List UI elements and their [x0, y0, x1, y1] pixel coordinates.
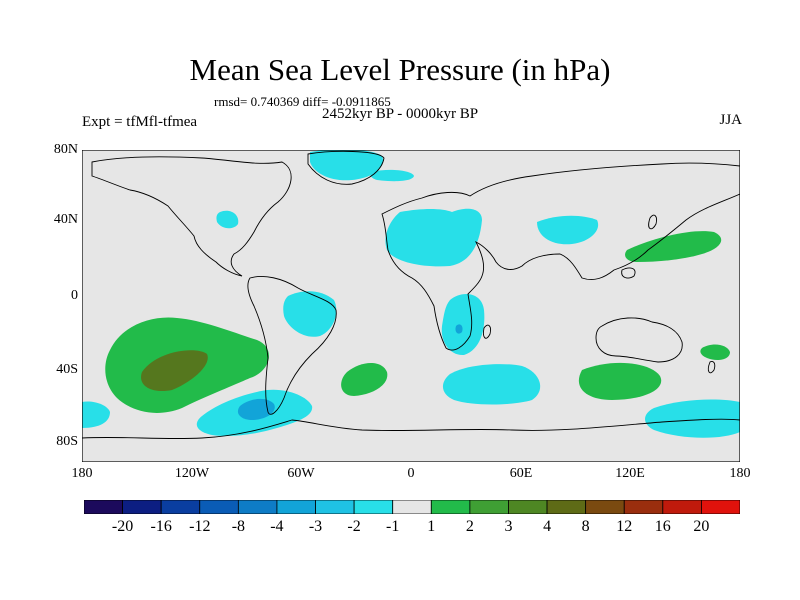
strong-negative-cores — [237, 324, 463, 420]
colorbar-box — [315, 500, 355, 514]
coastlines — [82, 150, 740, 440]
lat-label-80n: 80N — [53, 142, 78, 157]
negative-anomaly-regions — [82, 150, 740, 438]
colorbar-box — [122, 500, 162, 514]
colorbar-label: 8 — [581, 518, 590, 535]
colorbar-box — [623, 500, 664, 514]
experiment-label: Expt = tfMfl-tfmea — [82, 114, 198, 130]
colorbar — [84, 500, 740, 514]
lat-label-80s: 80S — [56, 434, 78, 449]
lat-label-40s: 40S — [56, 362, 78, 377]
colorbar-box — [199, 500, 239, 514]
colorbar-box — [276, 500, 316, 514]
colorbar-box — [469, 500, 509, 514]
map-background — [82, 150, 740, 462]
lat-label-40n: 40N — [53, 212, 78, 227]
colorbar-label: -20 — [111, 518, 134, 535]
colorbar-label: 16 — [654, 518, 671, 535]
colorbar-label: 1 — [427, 518, 436, 535]
colorbar-box — [662, 500, 702, 514]
lon-label-180w: 180 — [71, 466, 93, 481]
colorbar-label: 12 — [616, 518, 633, 535]
lon-label-60w: 60W — [287, 466, 315, 481]
lon-label-60e: 60E — [509, 466, 533, 481]
colorbar-box — [237, 500, 278, 514]
colorbar-box — [160, 500, 201, 514]
colorbar-label: 4 — [543, 518, 552, 535]
colorbar-box — [84, 500, 123, 514]
map-panel — [82, 150, 740, 462]
season-label: JJA — [719, 112, 742, 128]
colorbar-label: 3 — [504, 518, 513, 535]
colorbar-label: -8 — [231, 518, 246, 535]
colorbar-box — [392, 500, 432, 514]
colorbar-box — [546, 500, 587, 514]
colorbar-label: -3 — [308, 518, 323, 535]
colorbar-label: -2 — [347, 518, 361, 535]
colorbar-label: -12 — [189, 518, 211, 535]
colorbar-label: 20 — [693, 518, 710, 535]
colorbar-box — [585, 500, 625, 514]
stats-label: rmsd= 0.740369 diff= -0.0911865 — [214, 94, 391, 109]
colorbar-label: 2 — [465, 518, 474, 535]
lon-label-120e: 120E — [615, 466, 645, 481]
colorbar-label: -4 — [270, 518, 284, 535]
lat-label-0: 0 — [71, 288, 78, 303]
colorbar-box — [430, 500, 471, 514]
map-title: Mean Sea Level Pressure (in hPa) — [189, 52, 611, 87]
colorbar-label: -16 — [150, 518, 172, 535]
colorbar-box — [353, 500, 394, 514]
period-label: 2452kyr BP - 0000kyr BP — [322, 106, 479, 122]
lon-label-0: 0 — [407, 466, 415, 481]
lon-label-180e: 180 — [729, 466, 751, 481]
colorbar-box — [701, 500, 740, 514]
colorbar-label: -1 — [386, 518, 400, 535]
strong-positive-core — [141, 350, 208, 392]
colorbar-box — [508, 500, 548, 514]
lon-label-120w: 120W — [174, 466, 210, 481]
